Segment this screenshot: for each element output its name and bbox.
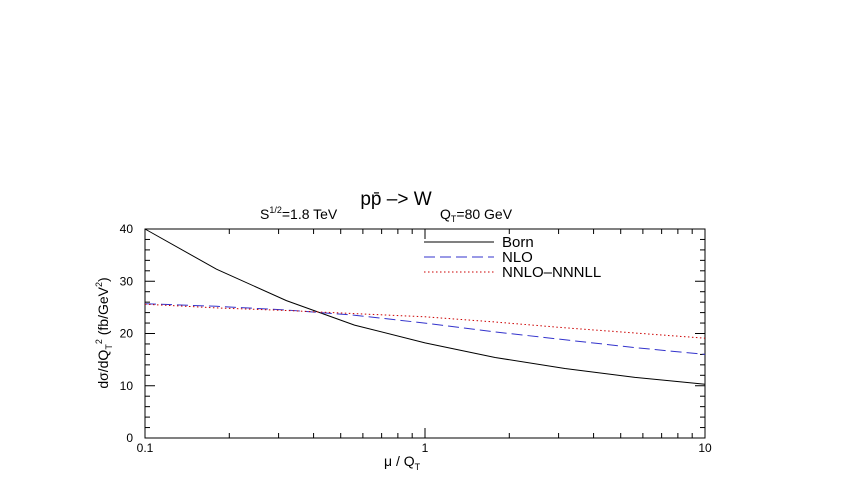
y-axis: 0 10 20 30 40 <box>120 222 705 445</box>
y-tick-label: 40 <box>120 222 134 236</box>
legend-label-0: Born <box>502 234 534 251</box>
series-line-born <box>144 228 706 385</box>
y-tick-label: 0 <box>126 431 133 445</box>
subtitle-energy-label: S <box>260 206 269 222</box>
y-axis-label-sup2: 2 <box>94 282 104 287</box>
x-axis-label: μ / QT <box>384 453 421 472</box>
y-axis-label: dσ/dQT2 (fb/GeV2) <box>94 277 114 388</box>
x-tick-label: 1 <box>422 441 429 455</box>
x-axis-label-main: μ / Q <box>384 453 415 469</box>
subtitle-qt-value: =80 GeV <box>456 206 512 222</box>
legend-label-1: NLO <box>502 249 533 266</box>
subtitle-qt-sub: T <box>451 214 457 224</box>
series-line-nnlo-nnnll <box>144 303 706 339</box>
plot-frame <box>144 228 706 439</box>
y-tick-label: 20 <box>120 327 134 341</box>
y-axis-label-part1: dσ/dQ <box>95 350 111 389</box>
x-axis-label-sub: T <box>415 462 421 472</box>
y-axis-label-part3: ) <box>95 277 111 282</box>
y-axis-label-sup1: 2 <box>94 339 104 344</box>
subtitle-energy-sup: 1/2 <box>269 205 282 215</box>
chart-subtitle: S1/2=1.8 TeV QT=80 GeV <box>260 205 513 224</box>
subtitle-qt-label: Q <box>440 206 451 222</box>
y-axis-label-part2: (fb/GeV <box>95 286 111 339</box>
legend-label-2: NNLO–NNNLL <box>502 264 601 281</box>
series-line-nlo <box>144 303 706 355</box>
x-axis: 0.1 1 10 <box>137 229 712 455</box>
y-axis-label-sub1: T <box>104 344 114 350</box>
y-tick-label: 10 <box>120 379 134 393</box>
series-layer <box>144 228 706 385</box>
y-tick-label: 30 <box>120 274 134 288</box>
subtitle-energy-value: =1.8 TeV <box>282 206 338 222</box>
x-tick-label: 0.1 <box>137 441 154 455</box>
chart-title: pp̄ –> W <box>360 189 431 210</box>
x-tick-label: 10 <box>698 441 712 455</box>
